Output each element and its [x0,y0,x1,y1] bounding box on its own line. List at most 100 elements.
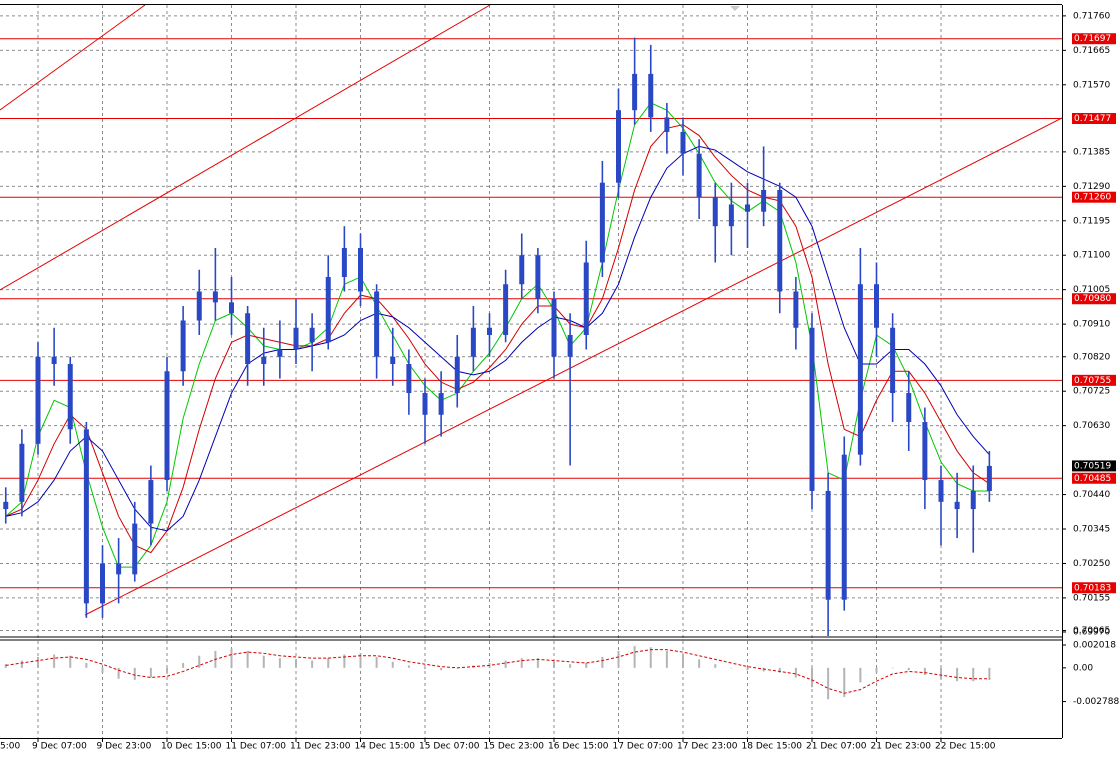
histogram-bar [424,667,426,670]
x-tick-label: 21 Dec 23:00 [871,742,932,752]
candle-body [148,480,154,524]
price-tag [1072,460,1116,472]
level-label: 0.70980 [1074,294,1111,304]
signal-line [5,649,990,694]
candle-body [954,501,960,510]
x-tick-label: 11 Dec 07:00 [226,742,287,752]
y-tick-label: 0.71100 [1073,251,1110,261]
candle-body [890,327,896,394]
histogram-bar [682,654,684,668]
x-tick-label: 11 Dec 23:00 [290,742,351,752]
candle-body [745,204,750,212]
histogram-bar [278,658,281,668]
level-label: 0.70485 [1074,474,1111,484]
candle-body [551,298,557,357]
histogram-bar [956,667,959,682]
indicator-panel [4,646,991,700]
histogram-bar [698,659,701,668]
histogram-bar [923,667,926,676]
level-label: 0.71260 [1074,193,1111,203]
candle-body [19,443,25,502]
x-tick-label: 17 Dec 07:00 [613,742,674,752]
histogram-bar [246,650,249,668]
candle-body [51,356,57,365]
y-tick-label: 0.70065 [1073,626,1110,636]
histogram-bar [262,655,265,668]
histogram-bar [665,650,668,668]
level-label: 0.70183 [1074,583,1111,593]
histogram-bar [4,664,7,668]
candle-body [986,465,992,491]
price-panel [0,37,1062,636]
y-tick-label: 0.70820 [1073,352,1110,362]
x-tick-label: 14 Dec 15:00 [355,742,416,752]
x-tick-label: 15 Dec 23:00 [484,742,545,752]
candle-body [728,204,734,227]
x-tick-label: 9 Dec 23:00 [97,742,152,752]
level-label: 0.71697 [1074,34,1111,44]
candle-body [180,320,186,372]
y-tick-label: 0.71570 [1073,80,1110,90]
histogram-bar [101,667,104,673]
histogram-bar [730,667,733,669]
candle-body [83,429,89,604]
y-tick-label: 0.70910 [1073,320,1110,330]
candle-body [293,327,299,350]
level-tag [1072,472,1116,484]
candle-body [906,393,912,423]
shift-marker [730,6,740,11]
candle-body [309,327,315,343]
candle-body [245,313,251,365]
candle-body [583,262,589,336]
histogram-bar [375,656,378,668]
candle-body [922,422,928,481]
y-tick-label: 0.70440 [1073,490,1110,500]
candle-body [358,247,363,292]
candle-body [632,73,638,111]
candle-body [325,276,331,343]
y-tick-label: 0.70345 [1073,525,1110,535]
candle-body [519,255,525,285]
y-tick-label: 0.69970 [1073,628,1110,638]
level-label: 0.71477 [1074,114,1111,124]
histogram-bar [859,667,862,683]
level-label: 0.70755 [1074,376,1111,386]
histogram-bar [940,667,942,679]
histogram-bar [391,661,394,668]
level-tag [1072,582,1116,594]
candle-body [261,356,267,365]
candle-body [793,291,799,328]
candle-body [535,255,541,299]
level-tag [1072,113,1116,125]
x-tick-label: 22 Dec 15:00 [935,742,996,752]
candle-body [938,480,944,502]
x-tick-label: 17 Dec 23:00 [677,742,738,752]
histogram-bar [166,667,168,673]
trend-line [84,117,1062,616]
histogram-bar [53,654,56,668]
histogram-bar [794,667,797,678]
x-tick-label: 21 Dec 07:00 [806,742,867,752]
x-tick-label: 16 Dec 15:00 [548,742,609,752]
histogram-bar [536,658,539,668]
candle-body [874,284,879,328]
candle-body [277,349,283,357]
candle-body [841,454,847,600]
y-tick-label: 0.71195 [1073,216,1110,226]
histogram-bar [440,667,443,671]
candle-body [116,563,122,575]
candle-body [503,284,509,336]
y-tick-label: 0.002018 [1073,641,1116,651]
histogram-bar [875,667,878,673]
histogram-bar [714,664,717,668]
level-tag [1072,293,1116,305]
candle-body [567,335,573,357]
histogram-bar [569,664,572,668]
candle-body [164,371,170,481]
candle-body [825,490,831,600]
candle-body [390,356,396,365]
candle-body [777,189,783,292]
moving-average [5,145,990,532]
histogram-bar [230,648,233,668]
